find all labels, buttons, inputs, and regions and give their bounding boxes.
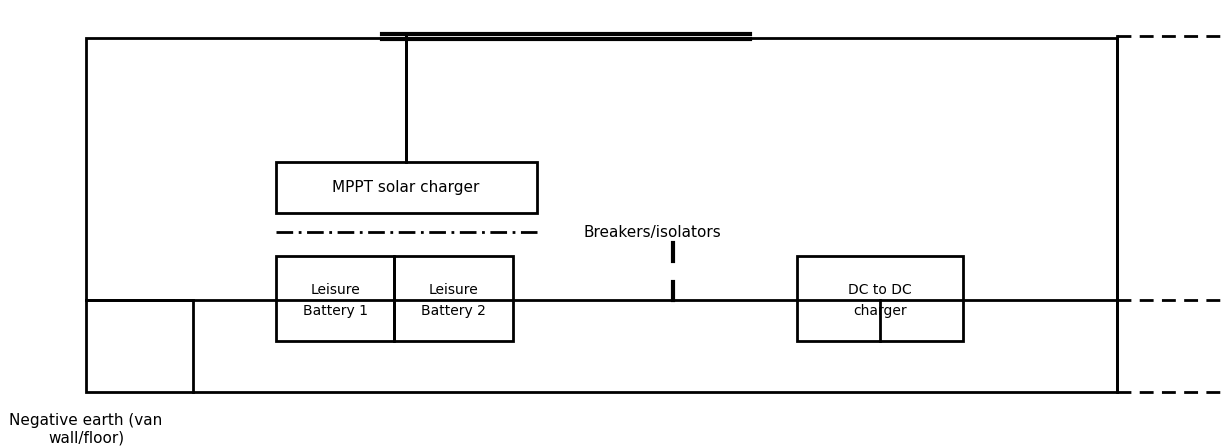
Text: Leisure: Leisure <box>428 283 479 297</box>
Text: Negative earth (van
wall/floor): Negative earth (van wall/floor) <box>10 413 163 446</box>
Bar <box>275 255 394 341</box>
Text: DC to DC: DC to DC <box>848 283 912 297</box>
Text: Breakers/isolators: Breakers/isolators <box>584 224 722 240</box>
Text: Leisure: Leisure <box>310 283 360 297</box>
Bar <box>86 39 1118 392</box>
Bar <box>797 255 963 341</box>
Text: MPPT solar charger: MPPT solar charger <box>333 180 480 195</box>
Text: charger: charger <box>853 304 907 318</box>
Text: Battery 1: Battery 1 <box>302 304 367 318</box>
Bar <box>394 255 513 341</box>
Bar <box>275 162 536 213</box>
Text: Battery 2: Battery 2 <box>421 304 486 318</box>
